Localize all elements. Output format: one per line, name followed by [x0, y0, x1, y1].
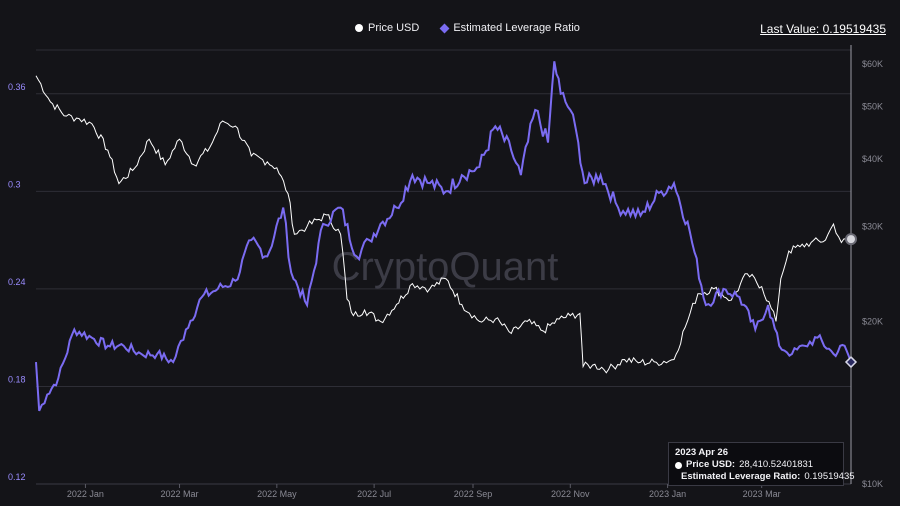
diamond-icon [673, 474, 679, 480]
x-tick-label: 2022 Jul [357, 489, 391, 499]
x-tick-label: 2022 Sep [454, 489, 493, 499]
tooltip-price-row: Price USD: 28,410.52401831 [675, 459, 837, 471]
x-tick-label: 2023 Mar [743, 489, 781, 499]
y-axis-left: 0.36 0.3 0.24 0.18 0.12 [8, 82, 26, 482]
x-tick-label: 2022 May [257, 489, 297, 499]
leverage-end-marker [844, 355, 858, 369]
x-tick-label: 2022 Jan [67, 489, 104, 499]
tooltip-price-value: 28,410.52401831 [739, 459, 814, 470]
legend-price-label: Price USD [368, 22, 420, 34]
circle-icon [355, 24, 363, 32]
x-tick-label: 2022 Nov [551, 489, 590, 499]
tooltip-date: 2023 Apr 26 [675, 447, 728, 458]
y-right-tick-label: $30K [862, 221, 883, 231]
x-tick-label: 2022 Mar [161, 489, 199, 499]
tooltip-date-row: 2023 Apr 26 [675, 447, 837, 459]
legend: Price USD Estimated Leverage Ratio [355, 22, 580, 34]
y-axis-right: $60K $50K $40K $30K $20K $10K [850, 50, 883, 489]
legend-leverage-label: Estimated Leverage Ratio [453, 22, 580, 34]
y-right-tick-label: $40K [862, 154, 883, 164]
y-left-tick-label: 0.12 [8, 472, 26, 482]
diamond-icon [439, 23, 450, 33]
tooltip-leverage-row: Estimated Leverage Ratio: 0.19519435 [673, 471, 855, 483]
y-right-tick-label: $50K [862, 102, 883, 112]
y-left-tick-label: 0.18 [8, 374, 26, 384]
y-right-tick-label: $60K [862, 59, 883, 69]
tooltip: 2023 Apr 26 Price USD: 28,410.52401831 E… [668, 442, 855, 486]
price-series-line [35, 75, 852, 374]
legend-price[interactable]: Price USD [355, 22, 419, 34]
leverage-series-line [35, 61, 852, 412]
last-value-link[interactable]: Last Value: 0.19519435 [760, 22, 886, 36]
price-end-marker [845, 233, 857, 246]
y-right-tick-label: $10K [862, 479, 883, 489]
tooltip-leverage-value: 0.19519435 [804, 471, 855, 482]
watermark: CryptoQuant [332, 245, 559, 289]
y-left-tick-label: 0.3 [8, 179, 21, 189]
y-right-tick-label: $20K [862, 316, 883, 326]
x-tick-label: 2023 Jan [649, 489, 686, 499]
tooltip-leverage-key: Estimated Leverage Ratio: [681, 471, 801, 482]
y-left-tick-label: 0.24 [8, 277, 26, 287]
x-axis: 2022 Jan 2022 Mar 2022 May 2022 Jul 2022 Sep… [36, 483, 851, 499]
y-left-tick-label: 0.36 [8, 82, 26, 92]
legend-leverage[interactable]: Estimated Leverage Ratio [439, 22, 580, 34]
series-markers [844, 233, 858, 369]
tooltip-price-key: Price USD: [686, 459, 736, 470]
circle-icon [675, 461, 682, 469]
